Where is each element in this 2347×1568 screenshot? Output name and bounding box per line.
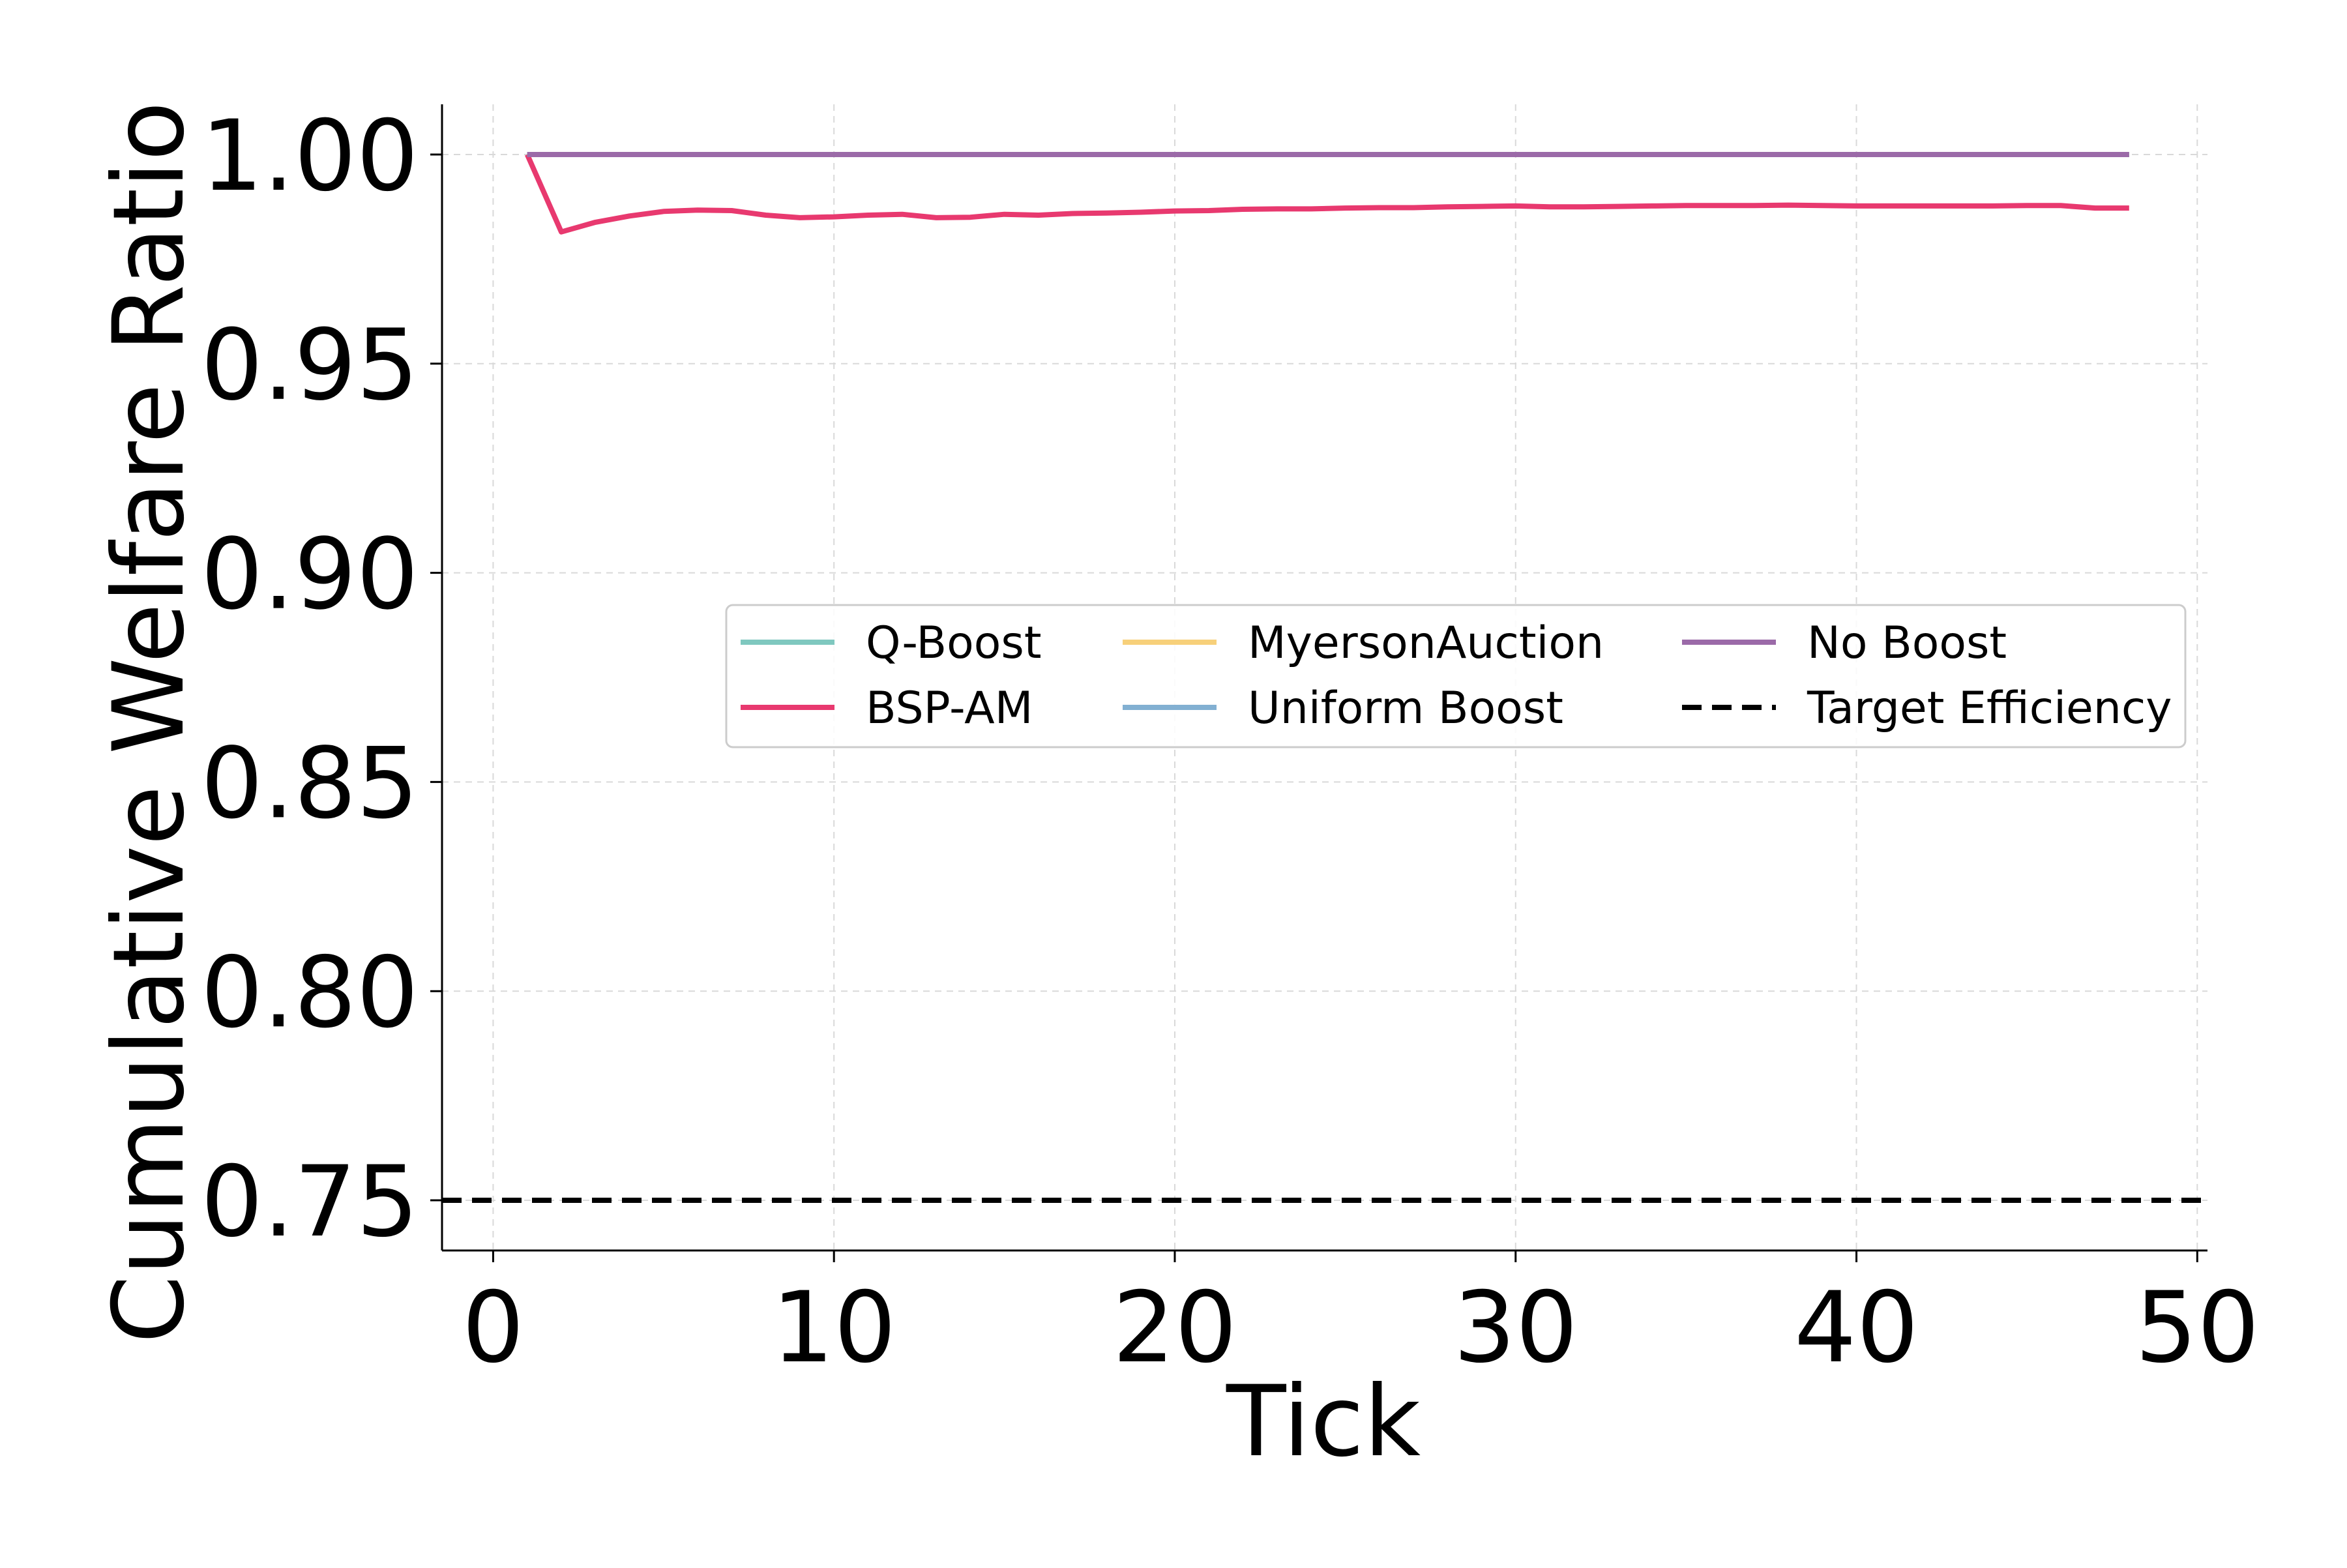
y-tick-label: 0.95 [201, 309, 419, 422]
x-tick-label: 10 [772, 1271, 896, 1385]
series-line-bsp-am [525, 153, 2129, 235]
ticks-layer: 0 10 20 30 40 50 0.75 0.80 0.85 0.90 0.95 1.00 [201, 100, 2260, 1385]
legend-label-target-efficiency: Target Efficiency [1807, 683, 2172, 734]
legend-box [725, 604, 2187, 748]
x-axis-title: Tick [1226, 1365, 1421, 1479]
y-tick-label: 0.90 [201, 518, 419, 632]
legend-label-no-boost: No Boost [1807, 617, 2007, 669]
y-tick-label: 0.75 [201, 1146, 419, 1259]
y-tick-label: 0.80 [201, 936, 419, 1050]
legend-label-q-boost: Q-Boost [866, 617, 1041, 669]
legend-label-bsp-am: BSP-AM [866, 683, 1033, 734]
legend-label-myersonauction: MyersonAuction [1248, 617, 1604, 669]
x-tick-label: 40 [1794, 1271, 1919, 1385]
axes-layer [441, 104, 2207, 1252]
y-axis-title: Cumulative Welfare Ratio [93, 101, 206, 1343]
legend: Q-Boost BSP-AM MyersonAuction Uniform Boost… [725, 604, 2187, 748]
series-layer [442, 152, 2207, 1203]
y-tick-label: 0.85 [201, 727, 419, 840]
x-tick-label: 0 [462, 1271, 524, 1385]
y-tick-label: 1.00 [201, 100, 419, 213]
x-tick-label: 50 [2135, 1271, 2260, 1385]
x-tick-label: 30 [1453, 1271, 1578, 1385]
legend-label-uniform-boost: Uniform Boost [1248, 683, 1563, 734]
x-tick-label: 20 [1113, 1271, 1237, 1385]
